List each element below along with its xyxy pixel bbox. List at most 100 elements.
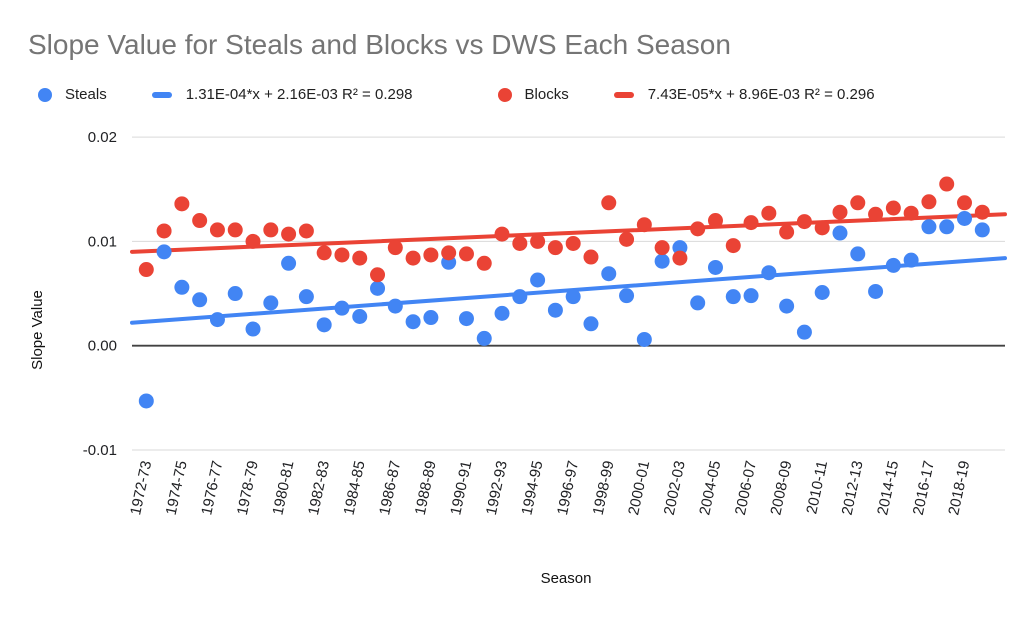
steals-point <box>316 317 332 333</box>
blocks-point <box>494 226 510 242</box>
steals-trendline-marker-icon <box>151 91 172 98</box>
x-axis-tick-label: 2004-05 <box>696 459 724 516</box>
steals-point <box>494 305 510 321</box>
gridlines <box>132 136 1005 451</box>
steals-point <box>636 331 652 347</box>
blocks-point <box>868 206 884 222</box>
steals-point <box>868 283 884 299</box>
steals-point <box>654 253 670 269</box>
steals-point <box>779 298 795 314</box>
x-axis-tick-label: 1976-77 <box>198 459 226 516</box>
steals-point <box>672 240 688 256</box>
steals-point <box>405 314 421 330</box>
blocks-trendline-marker-icon <box>613 91 634 98</box>
steals-point <box>370 280 386 296</box>
blocks-point <box>547 240 563 256</box>
blocks-point <box>814 220 830 236</box>
blocks-point <box>245 233 261 249</box>
x-axis-tick-label: 1974-75 <box>163 459 191 516</box>
steals-point <box>263 295 279 311</box>
blocks-point <box>779 224 795 240</box>
x-axis-tick-label: 2014-15 <box>874 459 902 516</box>
y-axis-tick-label: 0.00 <box>88 338 117 355</box>
blocks-point <box>885 200 901 216</box>
blocks-series-marker-icon <box>497 87 512 102</box>
x-axis-tick-label: 2018-19 <box>945 459 973 516</box>
blocks-point <box>974 204 990 220</box>
steals-point <box>903 252 919 268</box>
blocks-point <box>903 205 919 221</box>
steals-point <box>458 311 474 327</box>
steals-point <box>156 244 172 260</box>
x-axis-tick-label: 1984-85 <box>341 459 369 516</box>
x-axis-tick-labels: 1972-73 1974-75 1976-77 1978-79 1980-81 1982-… <box>127 459 973 516</box>
blocks-point <box>939 176 955 192</box>
x-axis-tick-label: 1982-83 <box>305 459 333 516</box>
x-axis-tick-label: 1990-91 <box>447 459 475 516</box>
blocks-point <box>796 214 812 230</box>
steals-point <box>387 298 403 314</box>
blocks-point <box>743 215 759 231</box>
y-axis-tick-label: 0.02 <box>88 129 117 146</box>
x-axis-tick-label: 1992-93 <box>483 459 511 516</box>
trendlines <box>130 212 1007 325</box>
legend: Steals 1.31E-04*x + 2.16E-03 R² = 0.298 … <box>38 86 875 103</box>
blocks-point <box>725 238 741 254</box>
steals-point <box>281 255 297 271</box>
blocks-point <box>921 194 937 210</box>
blocks-point <box>405 250 421 266</box>
legend-steals-label: Steals <box>65 86 107 103</box>
steals-point <box>583 316 599 332</box>
steals-point <box>761 265 777 281</box>
steals-point <box>334 300 350 316</box>
steals-point <box>957 210 973 226</box>
steals-point <box>192 292 208 308</box>
x-axis-tick-label: 1978-79 <box>234 459 262 516</box>
steals-point <box>814 285 830 301</box>
blocks-point <box>530 233 546 249</box>
steals-series-marker-icon <box>38 87 52 102</box>
blocks-point <box>583 249 599 265</box>
legend-blocks-trend-equation: 7.43E-05*x + 8.96E-03 R² = 0.296 <box>647 86 875 103</box>
blocks-point <box>690 221 706 237</box>
blocks-point <box>512 235 528 251</box>
steals-point <box>850 246 866 262</box>
blocks-point <box>441 245 457 261</box>
steals-point <box>707 259 723 275</box>
x-axis-tick-label: 2000-01 <box>625 459 653 516</box>
blocks-point <box>370 267 386 283</box>
blocks-trendline <box>130 212 1007 254</box>
x-axis-tick-label: 2012-13 <box>839 459 867 516</box>
steals-point <box>476 330 492 346</box>
y-axis-tick-labels: 0.02 0.01 0.00 -0.01 <box>83 129 117 459</box>
x-axis-tick-label: 1998-99 <box>590 459 618 516</box>
blocks-points <box>138 176 990 283</box>
blocks-point <box>352 250 368 266</box>
steals-trendline <box>130 256 1007 325</box>
steals-point <box>138 393 154 409</box>
steals-point <box>174 279 190 295</box>
x-axis-tick-label: 2008-09 <box>767 459 795 516</box>
blocks-point <box>387 240 403 256</box>
blocks-point <box>227 222 243 238</box>
blocks-point <box>957 195 973 211</box>
steals-point <box>885 257 901 273</box>
steals-point <box>921 219 937 235</box>
x-axis-tick-label: 1996-97 <box>554 459 582 516</box>
steals-point <box>530 272 546 288</box>
blocks-point <box>192 213 208 229</box>
blocks-point <box>263 222 279 238</box>
x-axis-tick-label: 1994-95 <box>518 459 546 516</box>
blocks-point <box>156 223 172 239</box>
steals-point <box>725 289 741 305</box>
x-axis-tick-label: 2002-03 <box>661 459 689 516</box>
x-axis-tick-label: 2006-07 <box>732 459 760 516</box>
steals-point <box>565 289 581 305</box>
blocks-point <box>672 250 688 266</box>
blocks-point <box>138 262 154 278</box>
steals-point <box>796 324 812 340</box>
steals-point <box>227 286 243 302</box>
steals-point <box>619 288 635 304</box>
blocks-point <box>654 240 670 256</box>
